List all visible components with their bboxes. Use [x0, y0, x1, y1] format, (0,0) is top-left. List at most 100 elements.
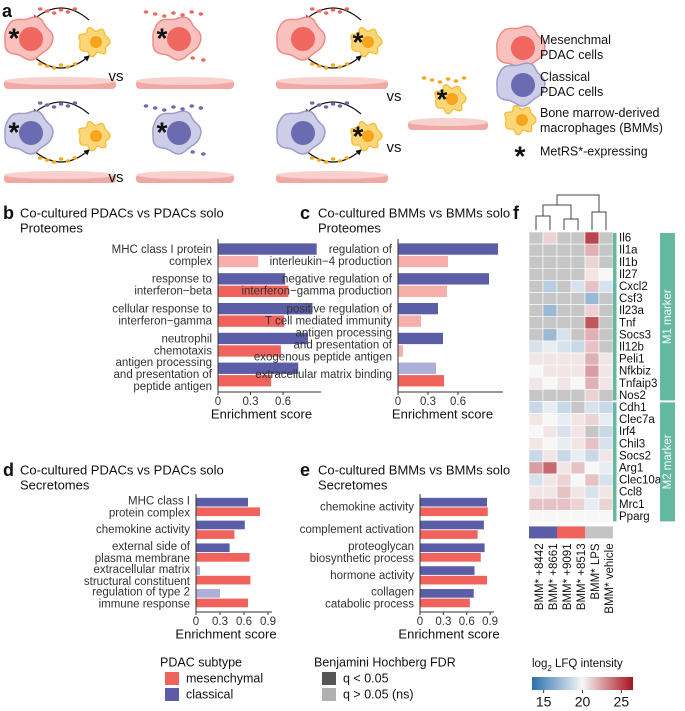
- secreted-protein: [72, 156, 78, 160]
- heatmap-cell: [584, 316, 600, 330]
- category-label: interferon−gamma: [118, 316, 212, 328]
- bar: [420, 575, 487, 585]
- secreted-protein: [58, 8, 64, 12]
- heatmap-cell: [570, 449, 586, 463]
- heatmap-cell: [528, 413, 544, 426]
- bar: [398, 332, 443, 345]
- heatmap-cell: [570, 425, 586, 439]
- secreted-protein: [44, 9, 50, 13]
- panel-title: Co-cultured BMMs vs BMMs solo: [318, 462, 510, 477]
- heatmap-cell: [584, 376, 600, 390]
- secreted-protein: [37, 101, 43, 105]
- heatmap-cell: [556, 437, 572, 451]
- bar: [218, 273, 286, 285]
- dish-top: [136, 77, 234, 85]
- colorbar-tick-label: 25: [614, 694, 630, 710]
- secreted-protein: [316, 64, 322, 68]
- arrow: [304, 7, 362, 21]
- heatmap-cell: [570, 352, 586, 366]
- heatmap-cell: [598, 364, 614, 378]
- heatmap-cell: [542, 292, 558, 305]
- secreted-protein: [316, 9, 322, 13]
- heatmap-cell: [598, 267, 614, 281]
- bar: [196, 543, 230, 553]
- heatmap-cell: [584, 255, 600, 269]
- nucleus: [90, 36, 102, 48]
- panel-label: b: [3, 203, 14, 223]
- group-bar: [613, 402, 617, 522]
- heatmap-cell: [598, 461, 614, 475]
- row-label: Nfkbiz: [619, 366, 651, 378]
- x-tick-label: 0.6: [450, 396, 466, 408]
- x-tick-label: 0.3: [435, 616, 451, 628]
- heatmap-cell: [556, 328, 572, 342]
- row-label: Csf3: [619, 293, 643, 305]
- dendrogram: [563, 218, 579, 230]
- x-tick-label: 0: [395, 396, 401, 408]
- heatmap-cell: [598, 425, 614, 439]
- heatmap-cell: [570, 255, 586, 269]
- heatmap-cell: [598, 388, 614, 402]
- heatmap-cell: [584, 243, 600, 257]
- nucleus: [362, 36, 374, 48]
- secreted-protein: [65, 104, 71, 108]
- heatmap-cell: [584, 328, 600, 342]
- column-label: BMM* vehicle: [604, 543, 616, 613]
- category-label: positive regulation of: [287, 304, 393, 316]
- bar: [398, 273, 489, 285]
- dish-top: [276, 77, 388, 85]
- bar: [218, 375, 272, 387]
- heatmap-cell: [556, 231, 572, 245]
- asterisk: *: [353, 120, 364, 151]
- legend-title: PDAC subtype: [160, 655, 242, 669]
- heatmap-cell: [556, 255, 572, 269]
- arrow: [32, 101, 90, 115]
- arrow: [32, 149, 90, 163]
- heatmap-cell: [528, 497, 544, 511]
- x-tick-label: 0: [193, 616, 199, 628]
- heatmap-cell: [598, 413, 614, 426]
- colorbar-title-part: log: [532, 658, 547, 670]
- secreted-protein: [72, 62, 78, 66]
- heatmap-cell: [542, 388, 558, 402]
- row-label: Socs3: [619, 329, 651, 341]
- heatmap-cell: [598, 328, 614, 342]
- heatmap-cell: [556, 280, 572, 293]
- heatmap-cell: [542, 243, 558, 257]
- category-label: chemokine activity: [320, 501, 414, 513]
- heatmap-cell: [542, 509, 558, 523]
- column-label: BMM* +8661: [548, 543, 560, 610]
- heatmap-cell: [570, 485, 586, 499]
- dendrogram: [542, 204, 572, 219]
- secreted-protein: [51, 160, 57, 164]
- secreted-protein: [330, 157, 336, 161]
- x-tick-label: 0.9: [482, 616, 498, 628]
- panel-title: Co-cultured BMMs vs BMMs solo: [318, 205, 510, 220]
- bar: [398, 255, 448, 268]
- secreted-protein: [316, 158, 322, 162]
- secreted-protein: [152, 106, 158, 110]
- heatmap-cell: [584, 401, 600, 414]
- x-tick-label: 0.6: [459, 616, 475, 628]
- asterisk: *: [9, 22, 20, 53]
- nucleus: [19, 27, 43, 51]
- nucleus: [362, 130, 374, 142]
- secreted-protein: [180, 107, 185, 111]
- nucleus: [291, 121, 315, 145]
- heatmap-cell: [598, 437, 614, 451]
- secreted-protein: [65, 65, 71, 69]
- heatmap-cell: [542, 231, 558, 245]
- bar: [218, 285, 289, 298]
- secreted-protein: [461, 76, 467, 80]
- secreted-protein: [201, 152, 206, 156]
- heatmap-cell: [598, 401, 614, 414]
- panel-title: Proteomes: [318, 220, 381, 235]
- nucleus: [511, 36, 535, 60]
- heatmap-cell: [584, 413, 600, 426]
- legend-label: Bone marrow-derived: [540, 106, 660, 120]
- secreted-protein: [330, 8, 336, 12]
- heatmap-cell: [598, 316, 614, 330]
- arrow: [304, 149, 362, 163]
- group-band: [660, 233, 675, 401]
- heatmap-cell: [598, 231, 614, 245]
